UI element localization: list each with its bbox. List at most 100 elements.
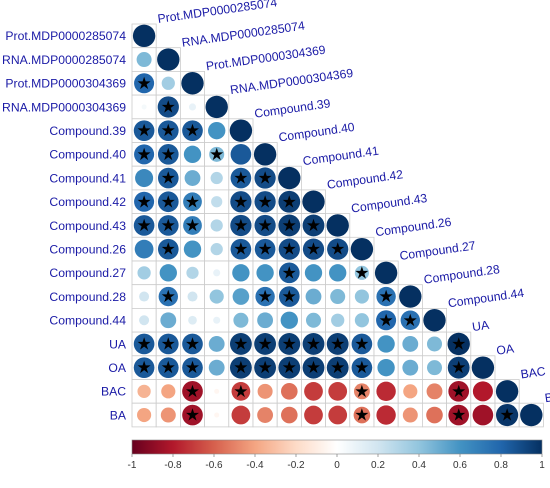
significance-star: ★ xyxy=(161,334,176,353)
correlation-circle xyxy=(280,406,298,424)
correlation-circle xyxy=(139,291,150,302)
correlation-circle xyxy=(231,381,251,401)
correlation-circle xyxy=(188,103,197,111)
significance-star: ★ xyxy=(306,240,321,259)
correlation-circle xyxy=(139,315,150,326)
row-label: Compound.39 xyxy=(49,124,126,138)
significance-star: ★ xyxy=(185,192,200,211)
correlation-circle xyxy=(302,356,325,379)
correlation-circle xyxy=(209,146,225,162)
correlation-circle xyxy=(257,407,274,423)
diagonal-label: RNA.MDP0000304369 xyxy=(229,66,354,97)
correlation-circle xyxy=(160,312,177,329)
correlation-circle xyxy=(278,238,300,260)
correlation-circle xyxy=(136,52,152,68)
significance-star: ★ xyxy=(185,406,200,425)
correlation-circle xyxy=(256,264,274,282)
colorbar-tick-label: -0.2 xyxy=(287,460,305,471)
row-label: Compound.27 xyxy=(49,266,126,280)
significance-star: ★ xyxy=(257,192,272,211)
significance-star: ★ xyxy=(257,334,272,353)
significance-star: ★ xyxy=(354,382,369,401)
diagonal-label: Compound.44 xyxy=(447,286,525,311)
correlation-circle xyxy=(304,264,323,282)
correlation-circle xyxy=(232,264,250,282)
diagonal-label: Compound.43 xyxy=(350,191,428,216)
correlation-circle xyxy=(399,285,422,308)
significance-star: ★ xyxy=(209,145,224,164)
colorbar-tick-label: 1 xyxy=(539,460,545,471)
correlation-circle xyxy=(326,333,349,355)
correlation-circle xyxy=(187,291,198,302)
correlation-circle xyxy=(231,405,251,425)
significance-star: ★ xyxy=(306,358,321,377)
correlation-circle xyxy=(471,356,495,379)
significance-star: ★ xyxy=(185,216,200,235)
significance-star: ★ xyxy=(161,358,176,377)
row-labels: Prot.MDP0000285074 RNA.MDP0000285074 Prot.… xyxy=(2,29,127,422)
significance-star: ★ xyxy=(257,358,272,377)
significance-star: ★ xyxy=(257,287,272,306)
significance-star: ★ xyxy=(282,287,297,306)
correlation-circle xyxy=(254,167,276,189)
correlation-circle xyxy=(280,311,298,329)
row-label: Prot.MDP0000304369 xyxy=(5,77,126,91)
correlation-circle xyxy=(448,381,470,402)
correlation-circle xyxy=(426,406,443,424)
correlation-circle xyxy=(210,171,223,185)
correlation-circle xyxy=(447,356,470,379)
diagonal-label: Compound.40 xyxy=(278,120,356,145)
significance-star: ★ xyxy=(330,358,345,377)
correlation-circle xyxy=(377,335,395,353)
correlation-circle xyxy=(254,214,276,237)
correlation-circle xyxy=(327,238,349,260)
correlation-circle xyxy=(157,120,179,141)
significance-star: ★ xyxy=(354,334,369,353)
correlation-circle xyxy=(426,336,443,352)
significance-star: ★ xyxy=(451,358,466,377)
correlation-circle xyxy=(329,264,347,282)
correlation-circle xyxy=(495,380,519,403)
correlation-circle xyxy=(157,167,179,189)
correlation-circle xyxy=(230,191,252,213)
correlation-circle xyxy=(376,286,396,307)
correlation-circle xyxy=(280,383,298,400)
row-label: BA xyxy=(110,408,127,422)
significance-star: ★ xyxy=(185,382,200,401)
correlation-circle xyxy=(208,336,225,352)
correlation-circle xyxy=(210,219,223,232)
correlation-circle xyxy=(278,262,300,284)
correlation-circle xyxy=(448,404,470,426)
correlation-circle xyxy=(214,412,220,418)
row-label: Compound.43 xyxy=(49,219,126,233)
correlation-circle xyxy=(423,309,446,332)
correlation-circle xyxy=(328,405,348,425)
correlation-circle xyxy=(229,333,252,355)
diagonal-label: Prot.MDP0000304369 xyxy=(205,43,327,74)
correlation-circle xyxy=(133,357,155,378)
diagonal-label: Compound.27 xyxy=(399,238,477,263)
row-label: Compound.40 xyxy=(49,148,126,162)
significance-star: ★ xyxy=(354,263,369,282)
colorbar-tick-label: 0.6 xyxy=(453,460,467,471)
significance-star: ★ xyxy=(451,406,466,425)
correlation-circle xyxy=(326,214,349,237)
correlation-circle xyxy=(183,240,202,258)
correlation-circle xyxy=(377,358,395,377)
correlation-circle xyxy=(302,214,325,237)
significance-star: ★ xyxy=(161,121,176,140)
correlation-cells: ★ ★ ★ ★ ★ ★ ★ ★ ★ ★ ★ ★ ★ ★ ★ ★ ★ ★ ★ ★ ★ ★ ★ ★ ★ ★ ★ ★ ★ ★ ★ ★ ★ ★ ★ ★ ★ ★ ★ ★… xyxy=(131,23,544,428)
correlation-circle xyxy=(134,73,155,94)
colorbar-tick-label: 0.2 xyxy=(371,460,385,471)
significance-star: ★ xyxy=(233,192,248,211)
colorbar-tick-label: -0.4 xyxy=(246,460,264,471)
correlation-circle xyxy=(161,384,176,399)
significance-star: ★ xyxy=(378,311,393,330)
correlation-circle xyxy=(161,76,175,90)
significance-star: ★ xyxy=(233,216,248,235)
significance-star: ★ xyxy=(354,358,369,377)
correlation-circle xyxy=(257,383,273,399)
correlation-circle xyxy=(157,144,179,165)
correlation-circle xyxy=(157,48,180,71)
row-label: RNA.MDP0000285074 xyxy=(2,53,126,67)
